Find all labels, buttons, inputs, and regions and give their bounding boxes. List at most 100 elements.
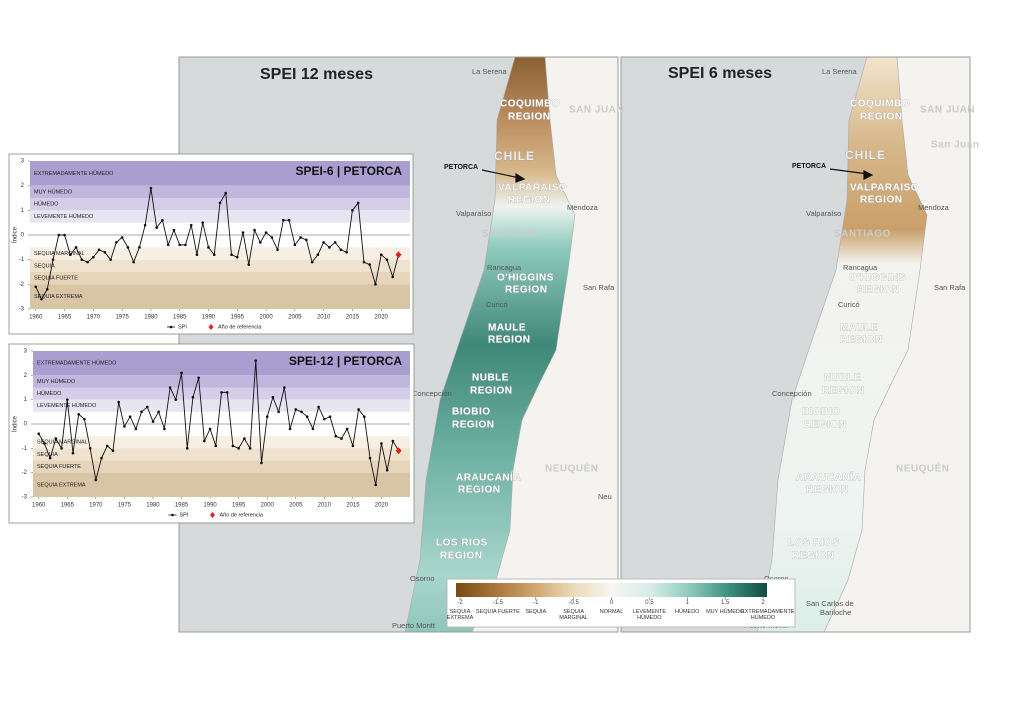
point bbox=[214, 444, 218, 448]
point bbox=[385, 468, 389, 472]
y-tick-label: -2 bbox=[19, 282, 25, 288]
colorbar-category: SEQUIA MARGINAL bbox=[559, 609, 588, 621]
point bbox=[362, 260, 366, 264]
point bbox=[287, 218, 291, 222]
arrows bbox=[481, 168, 874, 183]
chart-title: SPEI-6 | PETORCA bbox=[296, 164, 403, 178]
point bbox=[178, 243, 181, 247]
point bbox=[60, 447, 63, 450]
point bbox=[212, 253, 216, 257]
point bbox=[166, 243, 170, 247]
point bbox=[230, 253, 233, 257]
point bbox=[37, 432, 41, 436]
point bbox=[163, 427, 166, 431]
point bbox=[294, 408, 298, 411]
point bbox=[151, 420, 155, 423]
line-chart: EXTREMADAMENTE HÚMEDO MUY HÚMEDO HÚMEDO LEV… bbox=[8, 153, 414, 335]
point bbox=[172, 228, 176, 232]
band bbox=[33, 375, 410, 388]
point bbox=[128, 415, 132, 419]
map-label: Bariloche bbox=[820, 608, 851, 617]
map-label: REGION bbox=[804, 420, 846, 431]
point bbox=[260, 461, 263, 465]
reference-point bbox=[395, 251, 402, 259]
band-label: SEQUIA EXTREMA bbox=[37, 482, 86, 488]
point bbox=[293, 243, 297, 247]
legend-label: SPI bbox=[178, 324, 187, 330]
point bbox=[74, 246, 78, 249]
point bbox=[247, 263, 251, 266]
map-labels: La Serena COQUIMBO REGION SAN JUAN CHILE PETO… bbox=[392, 67, 979, 630]
point bbox=[368, 263, 371, 266]
band-label: EXTREMADAMENTE HÚMEDO bbox=[37, 360, 117, 367]
y-tick-label: 1 bbox=[24, 397, 28, 403]
point bbox=[345, 427, 349, 431]
x-tick-label: 2000 bbox=[259, 315, 273, 321]
point bbox=[51, 258, 55, 261]
y-tick-label: 0 bbox=[21, 233, 25, 239]
y-tick-label: -1 bbox=[19, 257, 25, 263]
point bbox=[134, 427, 138, 431]
x-tick-label: 1975 bbox=[115, 315, 129, 321]
point bbox=[385, 258, 389, 261]
point bbox=[97, 248, 101, 252]
map-label: REGION bbox=[458, 485, 500, 496]
point bbox=[111, 449, 115, 453]
x-tick-label: 1975 bbox=[118, 503, 132, 509]
map-label: La Serena bbox=[472, 67, 507, 76]
band bbox=[33, 460, 410, 473]
x-tick-label: 1995 bbox=[232, 503, 246, 509]
x-tick-label: 1985 bbox=[175, 503, 189, 509]
point bbox=[374, 283, 377, 286]
map-label: COQUIMBO bbox=[850, 99, 910, 110]
band bbox=[33, 351, 410, 376]
point bbox=[316, 253, 320, 257]
point bbox=[48, 456, 52, 460]
map-label: REGION bbox=[822, 386, 864, 397]
point bbox=[333, 241, 337, 244]
colorbar-tick-label: 2 bbox=[761, 600, 765, 606]
map-label: NEUQUÉN bbox=[896, 462, 950, 475]
x-tick-label: 1980 bbox=[144, 315, 158, 321]
x-tick-label: 1990 bbox=[202, 315, 216, 321]
point bbox=[345, 250, 348, 254]
map-label: PETORCA bbox=[444, 164, 478, 171]
map-label: CHILE bbox=[845, 148, 886, 162]
point bbox=[83, 417, 86, 421]
point bbox=[71, 451, 75, 455]
point bbox=[185, 447, 189, 450]
point bbox=[357, 408, 360, 411]
legend-label: Año de referencia bbox=[218, 324, 262, 330]
colorbar-category: MUY HÚMEDO bbox=[706, 609, 745, 615]
map-label: SANTIAGO bbox=[834, 229, 891, 240]
point bbox=[189, 223, 193, 227]
point bbox=[270, 236, 274, 239]
x-tick-label: 1960 bbox=[32, 503, 46, 509]
point bbox=[288, 427, 292, 431]
map-label: REGION bbox=[452, 420, 494, 431]
y-tick-label: -2 bbox=[22, 470, 28, 476]
point bbox=[265, 415, 269, 419]
point bbox=[391, 439, 395, 443]
point bbox=[310, 260, 314, 264]
point bbox=[224, 191, 228, 195]
band-label: HÚMEDO bbox=[34, 201, 59, 208]
point bbox=[253, 228, 256, 232]
y-tick-label: -3 bbox=[22, 495, 28, 501]
point bbox=[300, 410, 303, 414]
band-label: SEQUIA FUERTE bbox=[37, 464, 81, 470]
band bbox=[33, 436, 410, 449]
legend-label: SPI bbox=[180, 512, 189, 518]
point bbox=[203, 439, 206, 443]
band bbox=[30, 185, 410, 198]
point bbox=[334, 434, 338, 438]
point bbox=[231, 444, 235, 448]
y-tick-label: 2 bbox=[21, 183, 25, 189]
point bbox=[195, 253, 199, 257]
reference-point bbox=[395, 447, 402, 455]
map-label: San Carlos de bbox=[806, 599, 854, 608]
band-label: SEQUIA EXTREMA bbox=[34, 294, 83, 300]
band bbox=[30, 161, 410, 186]
band-label: SEQUIA bbox=[34, 263, 55, 269]
